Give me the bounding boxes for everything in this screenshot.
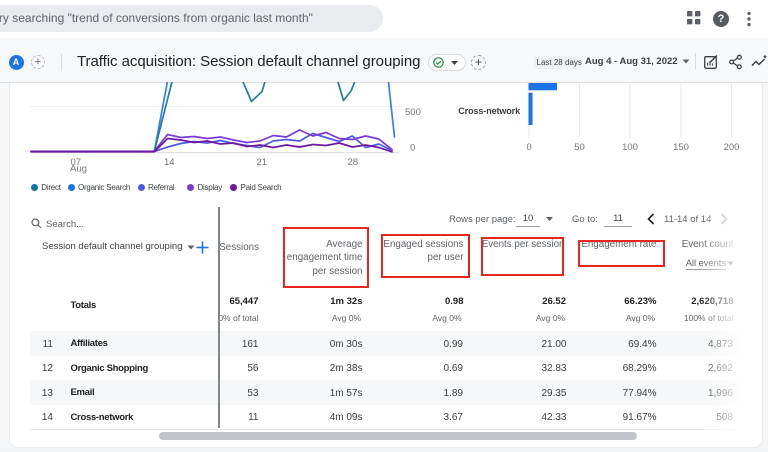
svg-text:28: 28: [348, 157, 359, 168]
svg-text:200: 200: [724, 142, 740, 153]
svg-text:0: 0: [526, 142, 531, 153]
svg-text:Cross-network: Cross-network: [458, 106, 521, 116]
svg-text:Aug: Aug: [70, 164, 87, 175]
svg-text:100: 100: [622, 142, 638, 153]
svg-text:50: 50: [574, 142, 585, 153]
svg-text:500: 500: [405, 107, 421, 118]
svg-text:07: 07: [71, 157, 82, 168]
svg-text:14: 14: [164, 157, 175, 168]
svg-text:21: 21: [257, 157, 268, 168]
svg-text:0: 0: [410, 143, 415, 154]
svg-text:150: 150: [673, 142, 689, 153]
